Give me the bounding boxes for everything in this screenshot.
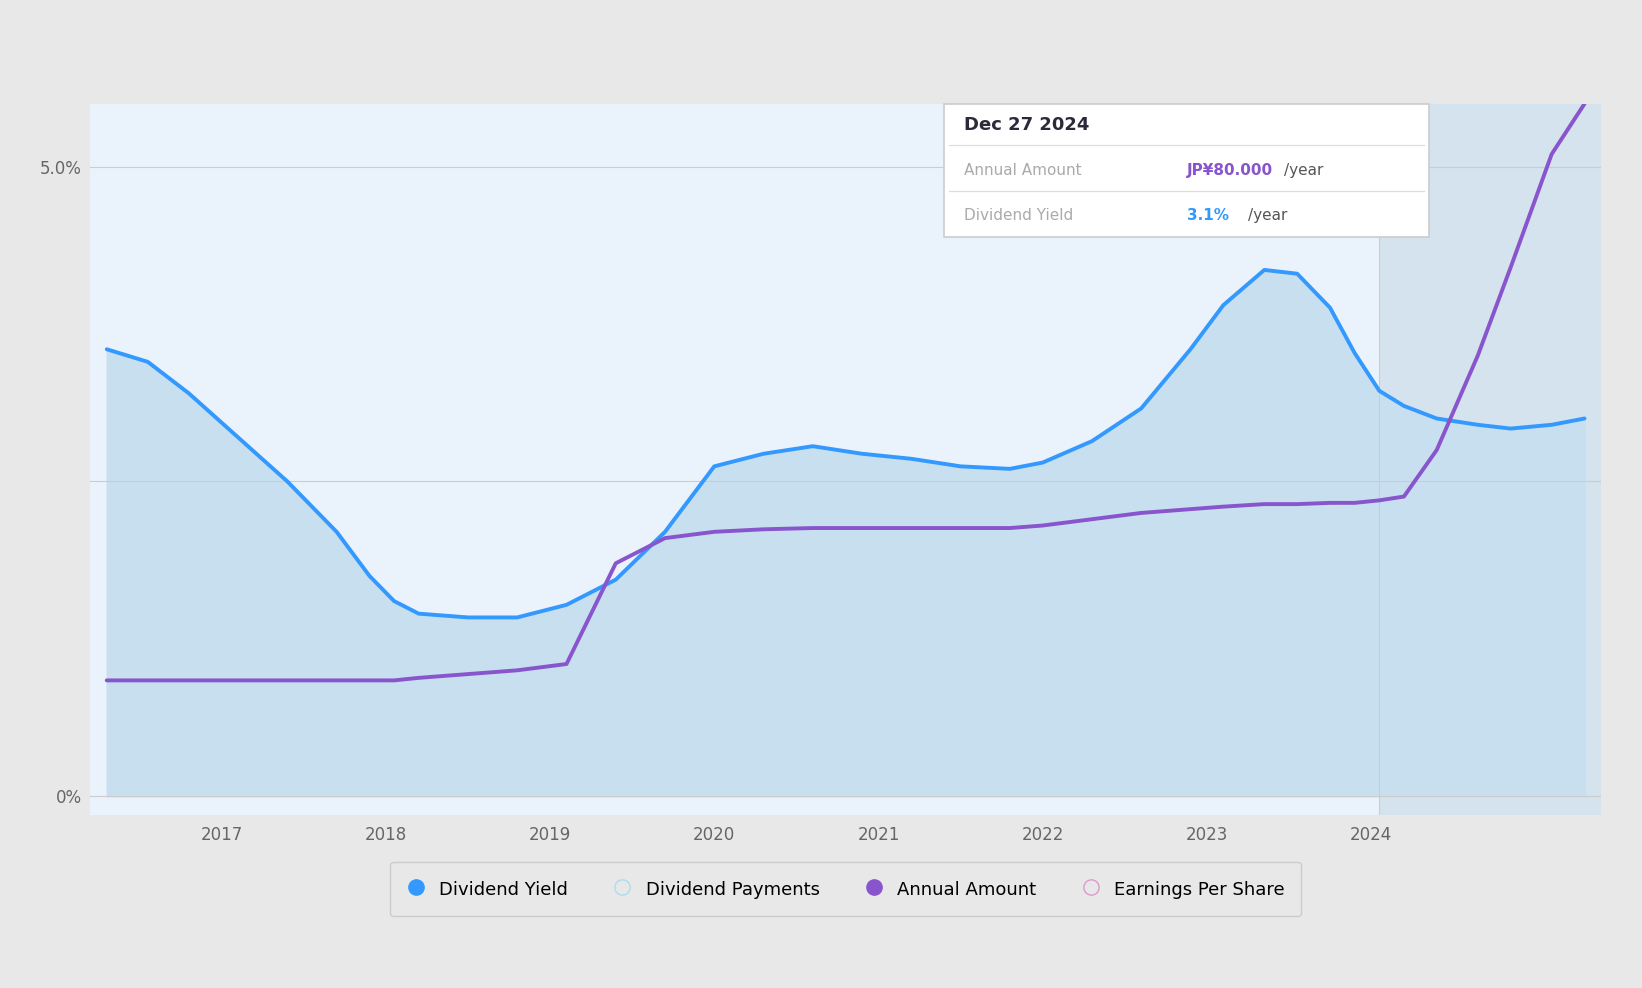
Text: JP¥80.000: JP¥80.000 [1187,163,1273,178]
Text: Dividend Yield: Dividend Yield [964,208,1074,223]
Text: Annual Amount: Annual Amount [964,163,1082,178]
Text: Dec 27 2024: Dec 27 2024 [964,116,1089,133]
Bar [1379,104,1601,815]
Text: Past: Past [1391,135,1425,153]
Legend: Dividend Yield, Dividend Payments, Annual Amount, Earnings Per Share: Dividend Yield, Dividend Payments, Annua… [391,862,1300,916]
Text: /year: /year [1248,208,1287,223]
Text: 3.1%: 3.1% [1187,208,1230,223]
Text: /year: /year [1284,163,1323,178]
